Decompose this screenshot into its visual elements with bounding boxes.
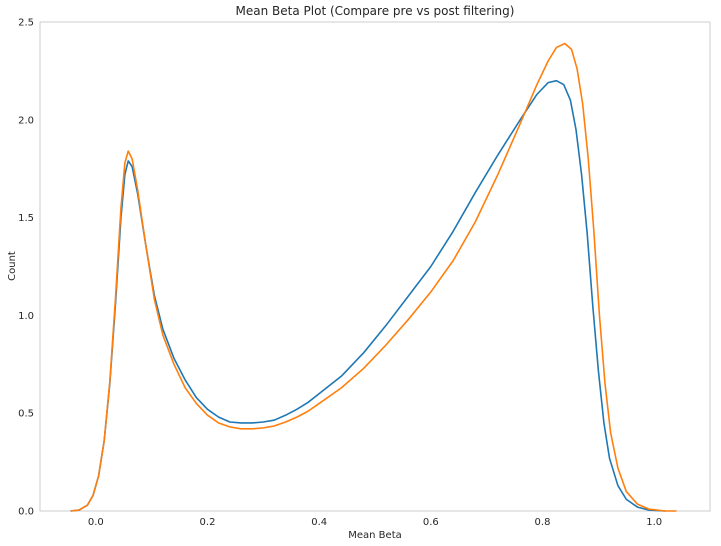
series-line-2 bbox=[70, 42, 677, 512]
y-axis-label: Count bbox=[7, 251, 18, 281]
series-line-1 bbox=[70, 79, 666, 512]
x-tick-label: 0.0 bbox=[88, 517, 104, 528]
series-layer bbox=[70, 42, 677, 512]
y-tick-label: 2.0 bbox=[18, 115, 34, 126]
y-tick-label: 0.5 bbox=[18, 409, 34, 420]
y-tick-label: 2.5 bbox=[18, 18, 34, 29]
x-axis-label: Mean Beta bbox=[348, 530, 402, 541]
plot-frame bbox=[39, 21, 711, 512]
y-tick-label: 0.0 bbox=[18, 507, 34, 518]
x-tick-label: 1.0 bbox=[646, 517, 662, 528]
x-tick-label: 0.2 bbox=[200, 517, 216, 528]
y-tick-labels: 0.0 0.5 1.0 1.5 2.0 2.5 bbox=[18, 18, 34, 518]
x-tick-label: 0.8 bbox=[535, 517, 551, 528]
y-tick-label: 1.0 bbox=[18, 311, 34, 322]
x-tick-label: 0.6 bbox=[423, 517, 439, 528]
y-tick-label: 1.5 bbox=[18, 213, 34, 224]
x-tick-label: 0.4 bbox=[311, 517, 327, 528]
x-tick-labels: 0.0 0.2 0.4 0.6 0.8 1.0 bbox=[88, 517, 662, 528]
chart-title: Mean Beta Plot (Compare pre vs post filt… bbox=[236, 4, 515, 18]
